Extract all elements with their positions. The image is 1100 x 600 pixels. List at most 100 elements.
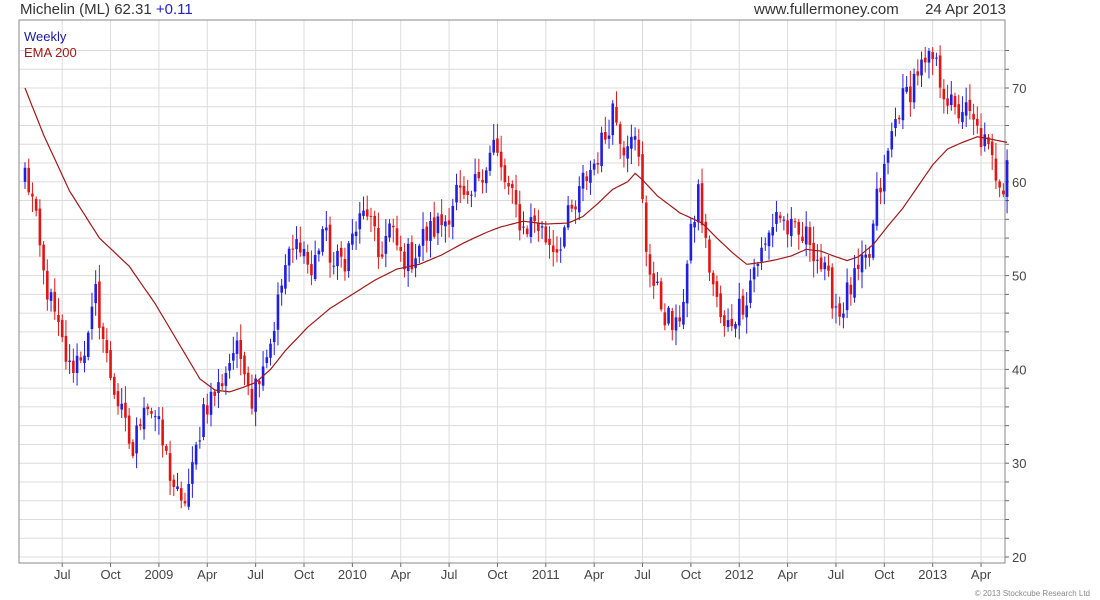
candle-body (306, 251, 310, 265)
candle-body (440, 214, 443, 226)
candle-body (298, 242, 302, 253)
ema-200-line (24, 87, 1008, 393)
candle-body (202, 404, 205, 438)
candle-body (834, 306, 838, 308)
candle-body (116, 391, 120, 407)
candle-body (533, 215, 536, 222)
candle-body (46, 270, 49, 300)
candle-body (507, 182, 510, 187)
candle-body (492, 139, 496, 153)
candle-body (444, 221, 447, 227)
candle-body (146, 406, 150, 410)
candle-body (912, 73, 916, 103)
x-tick-label: Apr (391, 567, 412, 582)
candle-body (566, 205, 570, 228)
candle-body (83, 355, 86, 364)
candle-body (719, 293, 722, 318)
candle-body (518, 204, 522, 231)
candle-body (336, 250, 339, 267)
candle-body (488, 152, 492, 171)
candle-body (994, 158, 998, 181)
candle-body (313, 255, 317, 279)
candle-body (942, 88, 946, 100)
candle-body (418, 245, 421, 257)
candle-body (574, 206, 577, 210)
candle-body (250, 388, 254, 409)
candle-body (1002, 190, 1005, 195)
candle-body (953, 96, 957, 108)
candle-body (213, 391, 217, 396)
candle-body (339, 247, 343, 257)
candle-body (183, 501, 187, 504)
candle-body (451, 205, 455, 227)
candle-body (172, 479, 176, 488)
candle-body (920, 59, 923, 76)
candle-body (42, 244, 45, 271)
x-tick-label: 2010 (338, 567, 367, 582)
candle-body (644, 202, 648, 252)
candle-body (291, 248, 295, 250)
candle-body (849, 284, 853, 295)
y-tick-label: 40 (1012, 362, 1026, 377)
candle-body (670, 311, 674, 330)
candle-body (909, 86, 912, 103)
candle-body (377, 227, 380, 258)
site-link[interactable]: www.fullermoney.com (753, 1, 899, 18)
candle-body (737, 298, 741, 326)
candle-body (380, 254, 384, 257)
candle-body (220, 383, 224, 387)
candle-body (659, 281, 663, 310)
candle-body (458, 185, 462, 188)
candle-body (752, 267, 756, 280)
x-tick-label: Jul (247, 567, 264, 582)
candle-body (708, 239, 711, 273)
candle-body (864, 254, 868, 258)
candle-body (596, 162, 600, 165)
candle-body (432, 217, 436, 237)
candle-body (938, 55, 942, 88)
candle-body (161, 419, 164, 446)
candle-body (674, 317, 678, 331)
y-tick-label: 20 (1012, 550, 1026, 565)
candle-body (559, 249, 562, 251)
candle-body (124, 402, 127, 418)
candle-body (31, 193, 34, 197)
candle-body (399, 246, 403, 252)
plot-frame (18, 19, 1006, 564)
candle-body (209, 391, 213, 415)
candle-body (819, 257, 823, 270)
candle-body (990, 141, 994, 156)
candle-body (976, 118, 979, 126)
candle-body (49, 292, 53, 301)
x-tick-label: Oct (294, 567, 315, 582)
candle-body (455, 184, 458, 203)
candle-body (961, 112, 964, 123)
candle-body (905, 86, 908, 92)
chart-date: 24 Apr 2013 (925, 1, 1006, 18)
candle-body (544, 226, 548, 243)
candle-body (529, 217, 533, 237)
candle-body (626, 146, 629, 159)
candle-body (470, 194, 473, 196)
candle-body (347, 243, 350, 272)
x-tick-label: Jul (634, 567, 651, 582)
candle-body (499, 151, 503, 168)
candle-body (968, 99, 972, 111)
candle-body (630, 136, 633, 149)
candle-body (749, 280, 752, 303)
candle-body (280, 285, 283, 293)
candle-body (23, 167, 27, 182)
x-tick-label: Oct (681, 567, 702, 582)
candle-body (823, 262, 827, 270)
candle-body (328, 224, 332, 263)
candle-body (232, 353, 235, 361)
candle-body (704, 221, 708, 238)
candle-body (723, 315, 726, 327)
candle-body (179, 488, 183, 501)
candle-body (38, 208, 42, 246)
x-tick-label: Apr (584, 567, 605, 582)
candle-body (72, 360, 75, 374)
candle-body (373, 215, 376, 227)
plot-area (19, 20, 1005, 563)
candle-body (525, 228, 529, 235)
